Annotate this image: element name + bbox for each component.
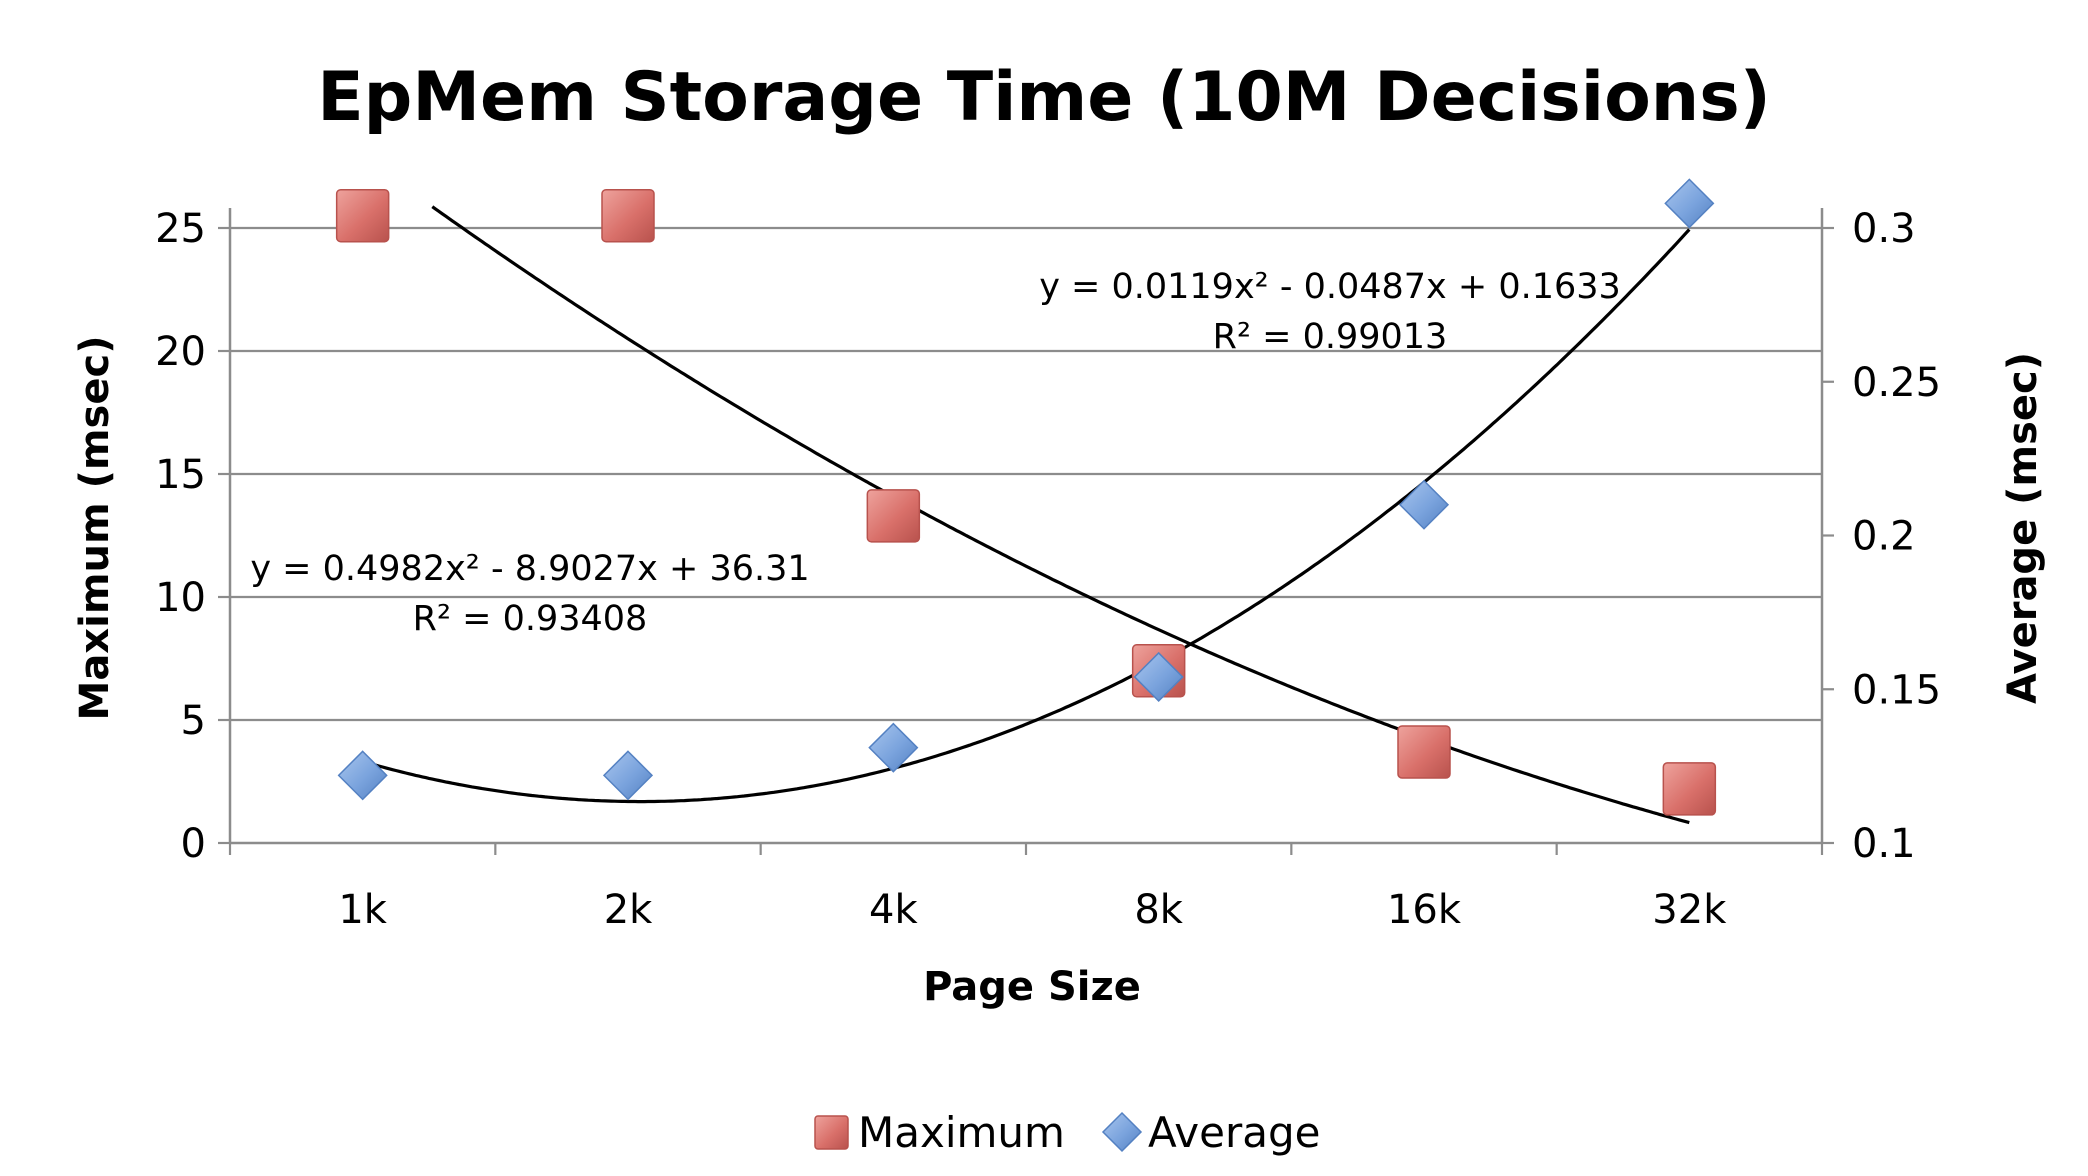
y-right-tick-label: 0.1 <box>1852 821 1916 867</box>
y-right-tick-label: 0.3 <box>1852 206 1916 252</box>
y-left-tick-label: 20 <box>155 329 206 375</box>
y-left-tick-label: 25 <box>155 206 206 252</box>
data-point-maximum <box>1662 762 1717 816</box>
data-point-average <box>1664 178 1715 229</box>
trendline-equation-average: y = 0.0119x² - 0.0487x + 0.1633 <box>1039 267 1621 307</box>
gridlines <box>230 226 1822 722</box>
data-point-average <box>602 750 654 801</box>
legend-swatch-average <box>1101 1111 1143 1153</box>
y-left-tick-label: 15 <box>155 452 206 498</box>
x-tick-label: 32k <box>1652 887 1727 933</box>
x-tick-label: 2k <box>604 887 653 933</box>
y-right-tick-label: 0.2 <box>1852 514 1916 560</box>
y-right-tick-label: 0.25 <box>1852 360 1941 406</box>
legend: Maximum Average <box>814 1108 1320 1157</box>
data-point-maximum <box>1397 725 1451 779</box>
data-point-maximum <box>601 188 655 243</box>
x-tick-label: 16k <box>1387 887 1462 933</box>
data-markers <box>335 178 1717 816</box>
legend-label-average: Average <box>1148 1108 1320 1157</box>
x-axis-title: Page Size <box>923 964 1141 1010</box>
trendline-maximum <box>431 205 1690 825</box>
x-tick-label: 8k <box>1134 887 1183 933</box>
x-tick-label: 4k <box>869 887 918 933</box>
legend-swatch-maximum <box>814 1115 849 1150</box>
y-left-tick-label: 0 <box>181 821 206 867</box>
trendline-r2-average: R² = 0.99013 <box>1213 317 1448 357</box>
data-point-average <box>1133 651 1184 703</box>
trendlines <box>362 205 1691 825</box>
chart-title: EpMem Storage Time (10M Decisions) <box>317 58 1771 137</box>
trendline-average <box>362 228 1691 804</box>
y-axis-right-title: Average (msec) <box>2000 352 2046 704</box>
legend-label-maximum: Maximum <box>858 1108 1065 1157</box>
trendline-equation-maximum: y = 0.4982x² - 8.9027x + 36.31 <box>250 549 809 589</box>
x-tick-label: 1k <box>338 887 387 933</box>
data-point-maximum <box>335 188 390 243</box>
data-point-average <box>868 722 919 773</box>
y-left-tick-label: 5 <box>181 698 206 744</box>
trendline-r2-maximum: R² = 0.93408 <box>413 599 648 639</box>
data-point-average <box>337 750 388 801</box>
data-point-average <box>1398 479 1450 530</box>
y-left-tick-label: 10 <box>155 575 206 621</box>
axes: 0 5 10 15 20 25 0.1 0.15 0.2 0.25 0.3 1k 2k 4k 8k 16k 32… <box>155 206 1941 933</box>
y-axis-left-title: Maximum (msec) <box>72 336 118 721</box>
y-right-tick-label: 0.15 <box>1852 667 1941 713</box>
data-point-maximum <box>866 489 921 543</box>
